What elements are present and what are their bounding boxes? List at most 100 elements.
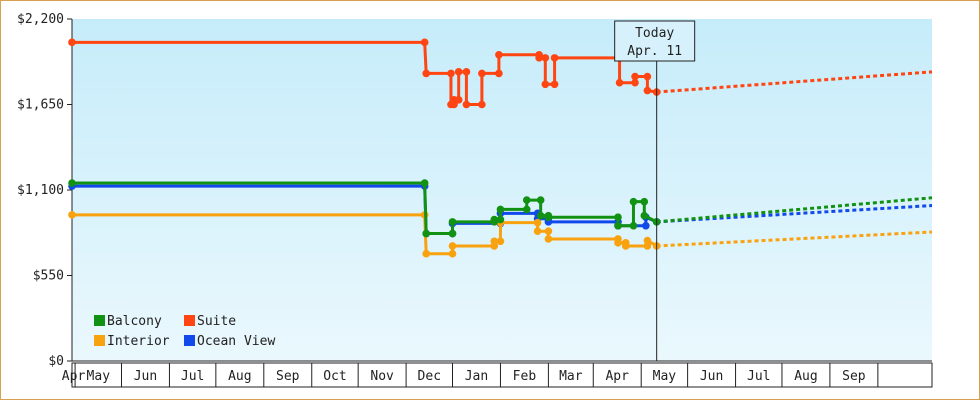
data-point xyxy=(544,213,553,222)
legend-swatch xyxy=(94,315,105,326)
data-point xyxy=(536,196,545,204)
today-box xyxy=(614,20,696,62)
month-label: Sep xyxy=(842,369,866,384)
plot-area xyxy=(72,19,932,361)
data-point xyxy=(614,239,622,247)
legend-swatch xyxy=(94,335,105,346)
month-label: Mar xyxy=(559,369,583,384)
data-point xyxy=(533,218,542,227)
month-label: Aug xyxy=(794,369,817,384)
data-point xyxy=(536,211,545,220)
data-point xyxy=(631,72,639,81)
data-point xyxy=(496,205,505,214)
data-point xyxy=(621,242,630,250)
month-label: May xyxy=(653,369,677,384)
y-tick-label: $1,100 xyxy=(17,183,64,198)
projection-line xyxy=(656,230,933,248)
data-point xyxy=(495,69,503,78)
month-label: Jul xyxy=(747,369,770,384)
month-label: Apr xyxy=(62,369,86,384)
month-label: Feb xyxy=(513,369,537,384)
data-point xyxy=(614,221,622,230)
data-point xyxy=(615,78,624,87)
data-point xyxy=(68,179,76,187)
data-point xyxy=(448,242,457,250)
data-point xyxy=(643,236,652,245)
legend-item-interior: Interior xyxy=(94,334,170,349)
data-point xyxy=(496,215,505,224)
data-point xyxy=(541,54,550,62)
month-label: Sep xyxy=(276,369,300,384)
data-point xyxy=(643,86,652,95)
legend: Balcony Suite Interior Ocean View xyxy=(94,314,275,349)
data-point xyxy=(640,211,649,220)
legend-label: Suite xyxy=(197,314,236,329)
data-point xyxy=(522,196,531,204)
y-axis: $0 $550 $1,100 $1,650 $2,200 xyxy=(17,12,73,369)
legend-label: Interior xyxy=(107,334,170,349)
month-label: Jun xyxy=(700,369,723,384)
data-point xyxy=(454,68,463,76)
data-point xyxy=(420,38,429,47)
month-label: Jan xyxy=(465,369,488,384)
data-point xyxy=(544,235,553,243)
data-point xyxy=(495,50,503,59)
series-line xyxy=(72,181,658,236)
data-point xyxy=(535,54,543,62)
data-point xyxy=(490,215,499,224)
legend-item-suite: Suite xyxy=(184,314,236,329)
data-point xyxy=(631,78,639,87)
y-tick-label: $0 xyxy=(48,354,64,369)
data-point xyxy=(448,229,457,238)
data-point xyxy=(447,69,455,78)
legend-swatch xyxy=(184,335,195,346)
data-point xyxy=(462,100,471,109)
month-label: Nov xyxy=(370,369,394,384)
today-title: Today xyxy=(635,26,674,41)
today-date: Apr. 11 xyxy=(627,44,682,59)
data-point xyxy=(490,237,499,246)
month-label: Oct xyxy=(323,369,346,384)
data-point xyxy=(550,54,559,62)
data-point xyxy=(462,68,471,76)
data-point xyxy=(68,38,76,47)
month-label: Apr xyxy=(605,369,629,384)
data-point xyxy=(478,100,486,109)
data-point xyxy=(496,237,505,246)
legend-label: Balcony xyxy=(107,314,162,329)
data-point xyxy=(541,80,550,89)
data-point xyxy=(533,227,542,235)
data-point xyxy=(642,221,650,230)
data-point xyxy=(643,72,652,81)
today-marker: Today Apr. 11 xyxy=(614,20,696,361)
legend-item-ocean-view: Ocean View xyxy=(184,334,275,349)
data-point xyxy=(454,96,463,104)
data-point xyxy=(422,69,431,78)
data-point xyxy=(550,80,559,89)
month-label: Dec xyxy=(418,369,441,384)
data-point xyxy=(629,221,638,230)
legend-swatch xyxy=(184,315,195,326)
data-point xyxy=(448,218,457,226)
month-label: Aug xyxy=(228,369,251,384)
data-point xyxy=(420,179,429,187)
legend-label: Ocean View xyxy=(197,334,275,349)
month-label: May xyxy=(87,369,111,384)
y-tick-label: $550 xyxy=(33,269,64,284)
data-point xyxy=(422,249,431,258)
data-point xyxy=(422,229,431,238)
data-point xyxy=(629,197,638,206)
series-balcony xyxy=(68,179,933,238)
month-label: Jun xyxy=(134,369,157,384)
x-axis: Apr May Jun Jul Aug Sep Oct Nov Dec Jan Feb Mar Apr M… xyxy=(62,360,933,388)
y-tick-label: $2,200 xyxy=(17,12,64,27)
data-point xyxy=(640,197,649,206)
data-point xyxy=(448,249,457,258)
data-point xyxy=(522,205,531,214)
month-strip xyxy=(71,362,933,388)
data-point xyxy=(478,69,486,78)
data-point xyxy=(544,227,553,235)
data-point xyxy=(68,211,76,219)
